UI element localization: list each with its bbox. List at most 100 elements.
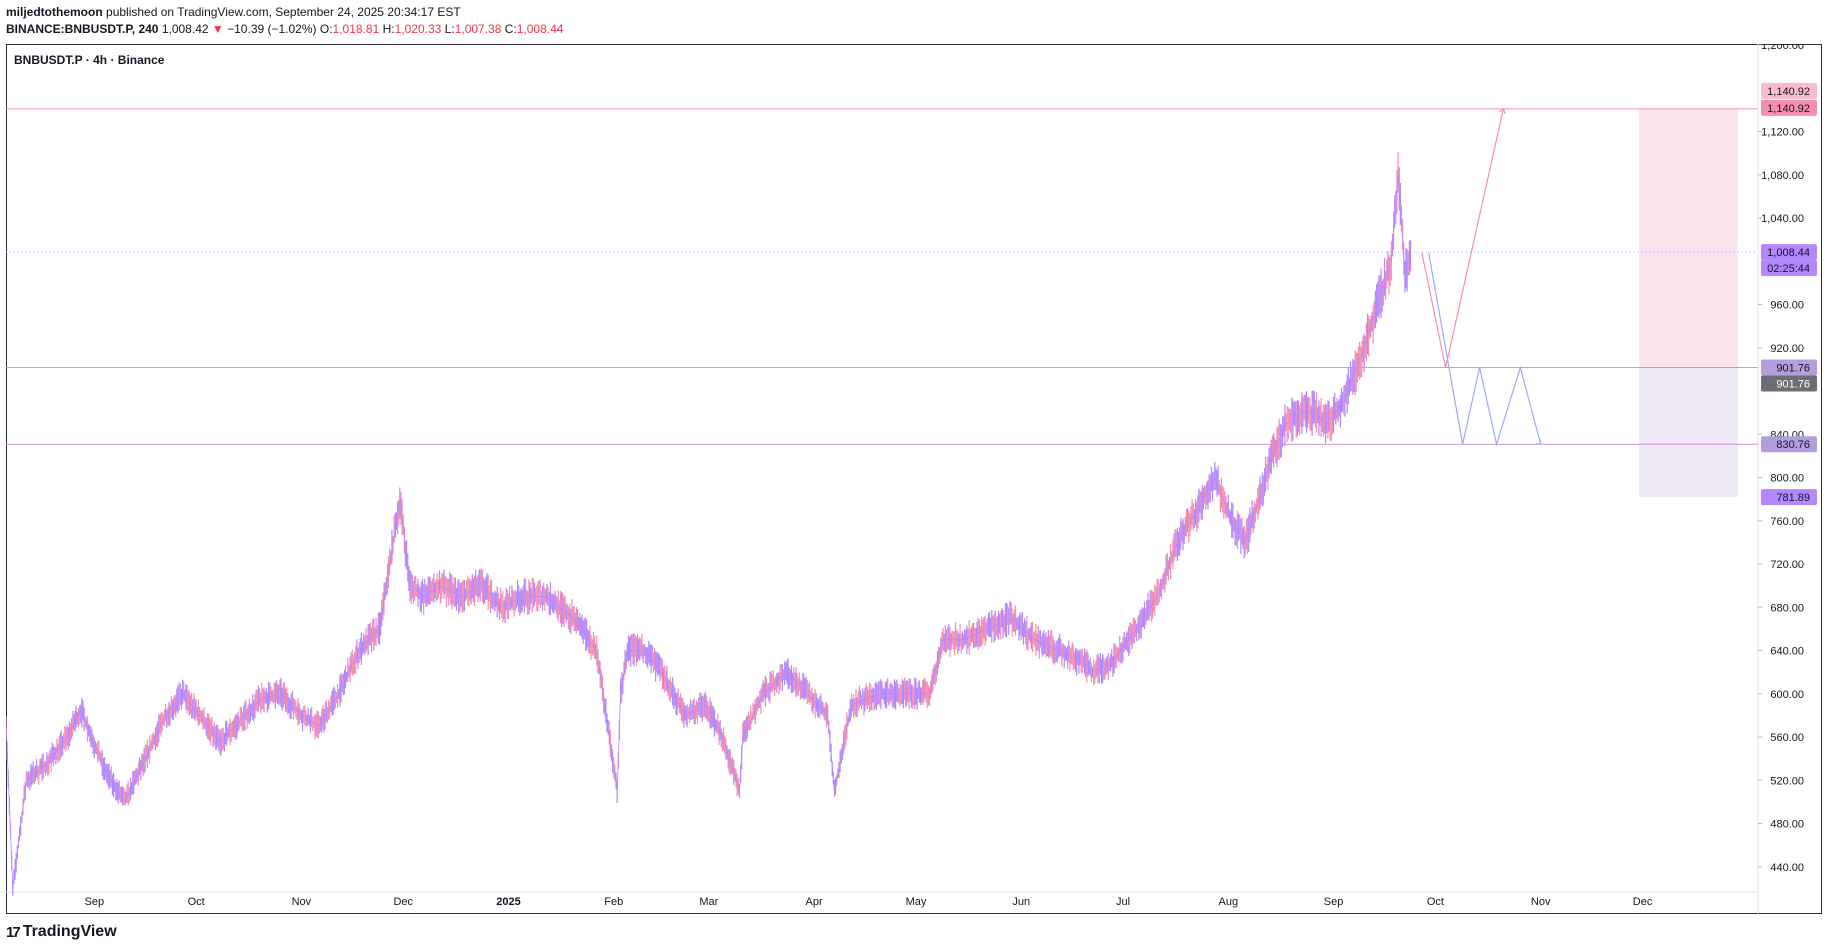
price-segment [761, 693, 764, 697]
price-segment [847, 716, 850, 722]
price-segment [80, 709, 83, 713]
price-segment [1161, 581, 1164, 585]
price-segment [374, 632, 377, 634]
price-segment [359, 647, 362, 650]
price-segment [304, 717, 307, 719]
price-segment [744, 729, 747, 733]
price-segment [1146, 610, 1149, 613]
price-segment [1364, 340, 1367, 345]
price-segment [673, 694, 676, 698]
price-segment [1409, 255, 1411, 260]
price-segment [372, 634, 375, 637]
price-segment [830, 753, 833, 766]
price-segment [1152, 601, 1154, 604]
price-segment [738, 773, 741, 792]
price-segment [1224, 503, 1227, 507]
price-segment [1315, 414, 1317, 416]
price-segment [1013, 619, 1015, 622]
y-tick-label: 960.00 [1770, 300, 1804, 312]
price-segment [427, 592, 430, 594]
y-tick-label: 480.00 [1770, 819, 1804, 831]
price-segment [1387, 268, 1390, 273]
price-segment [1138, 623, 1141, 626]
price-segment [940, 644, 943, 649]
price-segment [1235, 527, 1238, 530]
price-segment [811, 698, 814, 701]
price-segment [612, 759, 615, 768]
price-segment [619, 693, 621, 727]
price-segment [1261, 484, 1264, 489]
price-segment [807, 693, 809, 696]
tradingview-brand[interactable]: 17 TradingView [6, 923, 117, 941]
price-segment [469, 590, 472, 592]
price-segment [168, 709, 171, 712]
price-segment [369, 638, 371, 640]
price-segment [846, 721, 849, 728]
price-segment [10, 832, 13, 861]
high-value: 1,020.33 [394, 22, 442, 36]
price-segment [658, 668, 661, 671]
price-segment [771, 684, 774, 686]
price-segment [560, 607, 562, 610]
price-segment [296, 710, 299, 713]
price-segment [1131, 633, 1134, 636]
price-segment [1018, 624, 1021, 627]
price-segment [572, 617, 575, 620]
price-segment [609, 744, 612, 753]
price-segment [1333, 413, 1336, 416]
price-segment [1061, 651, 1064, 653]
price-segment [212, 733, 215, 736]
price-segment [245, 713, 248, 716]
price-segment [1079, 659, 1082, 662]
price-segment [407, 566, 410, 577]
price-segment [330, 704, 333, 707]
open-value: 1,018.81 [332, 22, 380, 36]
price-segment [13, 870, 16, 880]
price-segment [1269, 459, 1272, 464]
price-segment [26, 779, 28, 781]
price-segment [27, 778, 29, 780]
price-segment [547, 597, 550, 600]
price-segment [323, 715, 326, 718]
price-segment [831, 765, 834, 779]
price-segment [434, 588, 437, 590]
price-segment [828, 727, 831, 741]
price-segment [289, 703, 292, 705]
price-segment [486, 591, 489, 594]
price-segment [1083, 662, 1085, 664]
price-segment [517, 597, 519, 600]
price-segment [1322, 419, 1324, 422]
price-segment [1198, 505, 1201, 508]
price-segment [598, 666, 601, 674]
price-segment [380, 614, 383, 622]
price-segment [1234, 525, 1237, 529]
y-tick-label: 440.00 [1770, 862, 1804, 874]
price-segment [442, 586, 445, 588]
price-segment [804, 691, 807, 693]
price-segment [177, 697, 180, 700]
price-segment [578, 625, 581, 628]
price-segment [776, 680, 779, 682]
x-tick-label: Jul [1116, 896, 1130, 908]
price-segment [74, 718, 77, 722]
price-segment [41, 766, 44, 768]
author-name[interactable]: miljedtothemoon [6, 5, 103, 19]
price-segment [570, 615, 573, 618]
price-chart[interactable]: 1,200.00 1,120.00 1,080.00 1,040.00 960.00 92… [6, 44, 1822, 914]
lower-level-tag-bg [1761, 436, 1817, 453]
price-segment [1058, 650, 1060, 652]
upper-level-tag: 901.76 [1776, 362, 1810, 374]
price-segment [158, 727, 161, 730]
price-segment [731, 765, 733, 770]
price-segment [1267, 466, 1270, 471]
price-segment [29, 776, 32, 778]
target-tag-upper-bg [1761, 82, 1817, 99]
price-segment [817, 704, 819, 707]
price-segment [12, 879, 15, 889]
price-segment [777, 679, 780, 681]
price-segment [1102, 665, 1105, 668]
price-segment [722, 736, 724, 741]
price-segment [21, 807, 24, 817]
price-segment [230, 728, 233, 731]
price-segment [113, 783, 115, 786]
